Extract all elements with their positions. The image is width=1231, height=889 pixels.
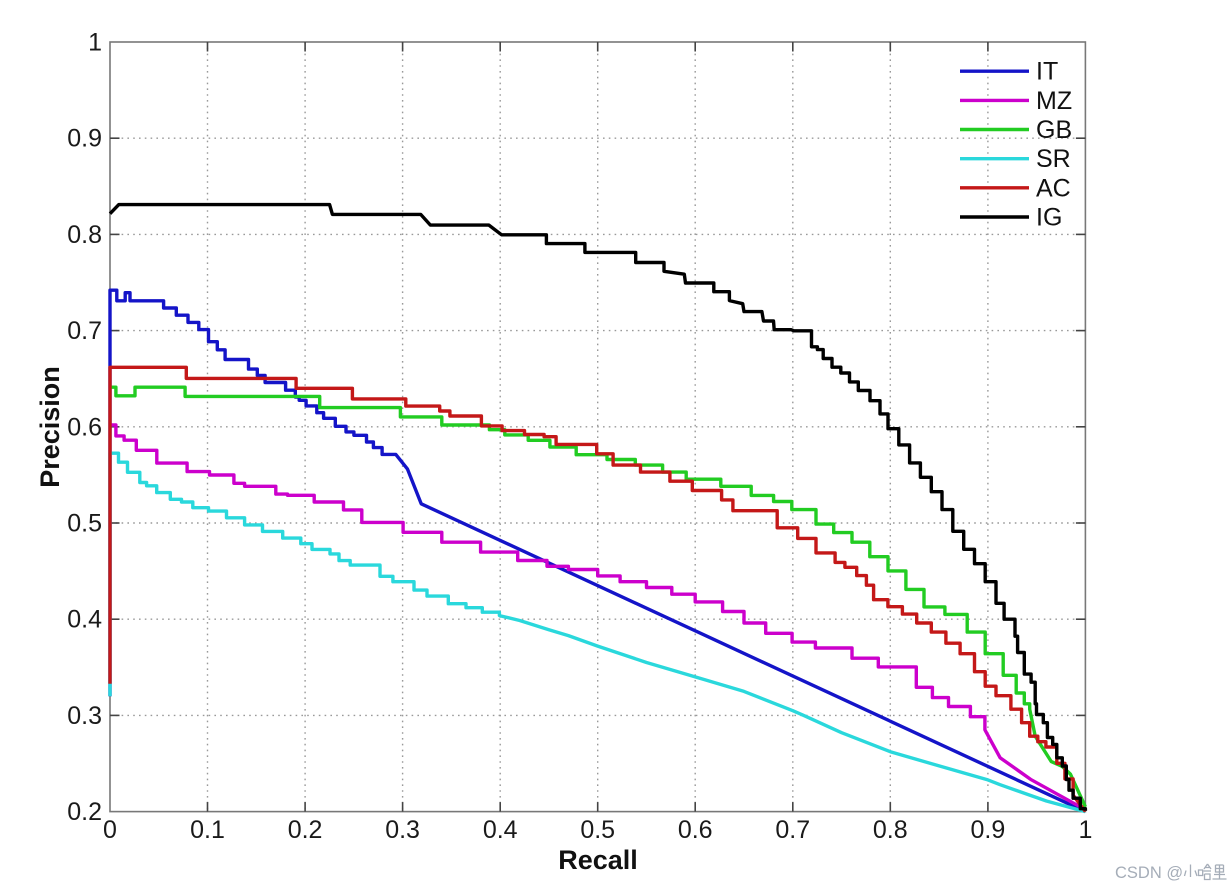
svg-text:0.9: 0.9: [67, 125, 102, 153]
svg-text:AC: AC: [1036, 174, 1071, 202]
svg-text:0.3: 0.3: [67, 702, 102, 730]
svg-text:SR: SR: [1036, 145, 1071, 173]
svg-text:0: 0: [103, 816, 117, 844]
svg-text:0.2: 0.2: [288, 816, 323, 844]
svg-text:1: 1: [1078, 816, 1092, 844]
svg-text:GB: GB: [1036, 116, 1072, 144]
svg-text:0.8: 0.8: [873, 816, 908, 844]
svg-text:0.2: 0.2: [67, 798, 102, 826]
svg-text:0.9: 0.9: [971, 816, 1006, 844]
svg-text:0.8: 0.8: [67, 221, 102, 249]
svg-text:0.3: 0.3: [385, 816, 420, 844]
svg-text:0.4: 0.4: [483, 816, 518, 844]
svg-text:1: 1: [88, 29, 102, 57]
svg-text:0.7: 0.7: [67, 317, 102, 345]
svg-text:0.5: 0.5: [580, 816, 615, 844]
svg-text:MZ: MZ: [1036, 87, 1072, 115]
svg-text:0.7: 0.7: [775, 816, 810, 844]
svg-text:0.5: 0.5: [67, 510, 102, 538]
svg-text:0.6: 0.6: [678, 816, 713, 844]
svg-text:0.4: 0.4: [67, 606, 102, 634]
svg-text:CSDN @: CSDN @: [1115, 864, 1183, 882]
svg-text:0.6: 0.6: [67, 413, 102, 441]
svg-text:Recall: Recall: [558, 845, 638, 875]
svg-text:IT: IT: [1036, 58, 1058, 86]
svg-text:IG: IG: [1036, 204, 1062, 232]
svg-text:0.1: 0.1: [190, 816, 225, 844]
svg-text:Precision: Precision: [35, 366, 65, 488]
